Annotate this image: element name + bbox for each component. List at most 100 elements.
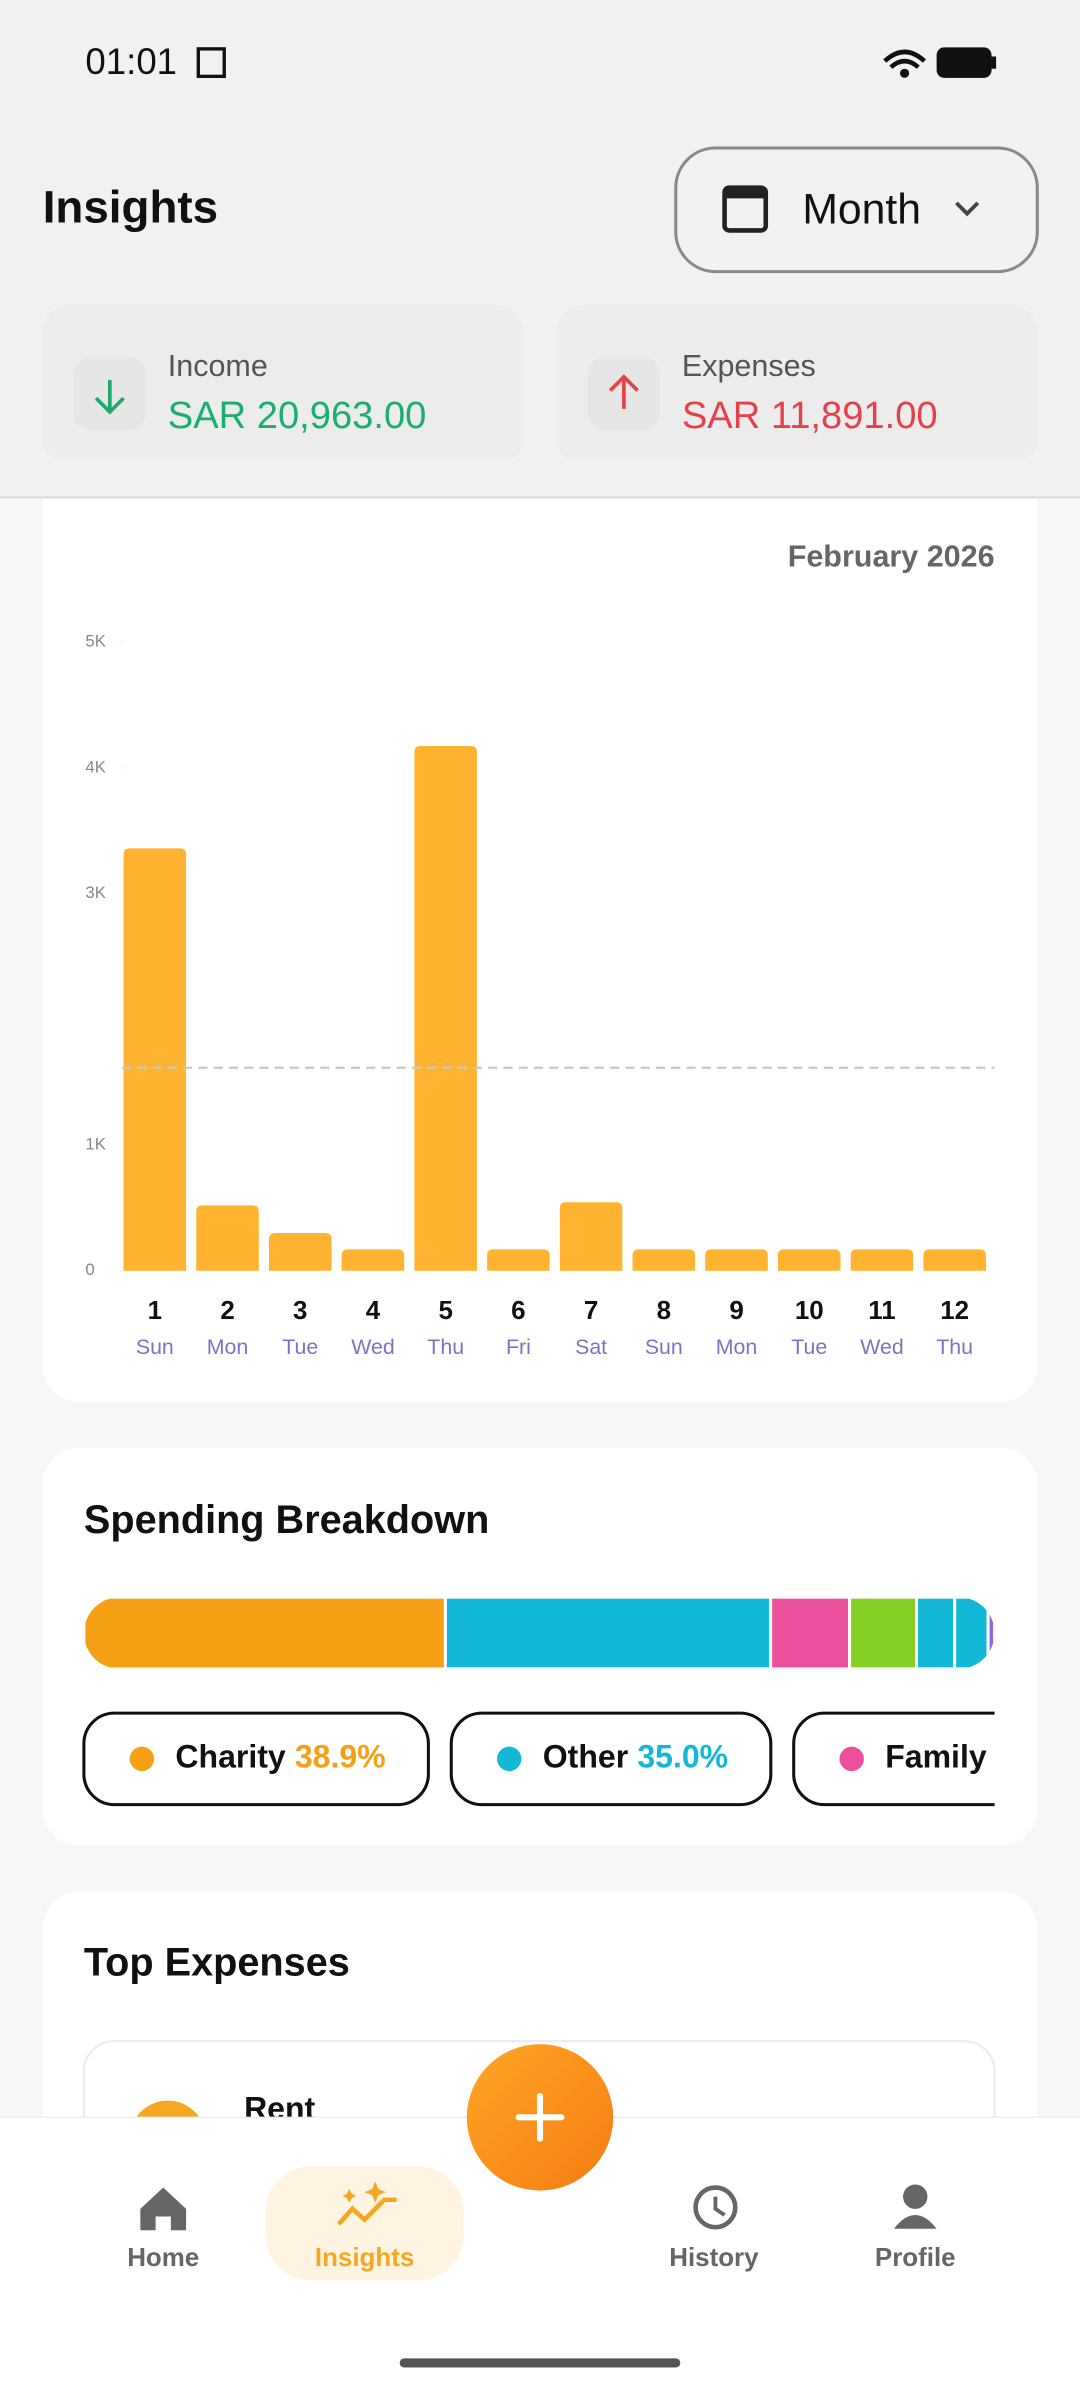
breakdown-segment <box>83 1597 447 1669</box>
breakdown-segment <box>848 1597 919 1669</box>
weekday-label: Fri <box>506 1335 531 1359</box>
home-indicator <box>399 2358 681 2368</box>
wifi-icon <box>883 49 926 69</box>
expenses-label: Expenses <box>682 349 816 383</box>
bar <box>923 1249 986 1271</box>
y-tick-label: 0 <box>85 1260 94 1279</box>
legend-pill[interactable]: Charity 38.9% <box>82 1711 430 1807</box>
bar <box>632 1249 696 1271</box>
y-tick-label: 3K <box>85 883 106 902</box>
expense-icon <box>136 2100 200 2118</box>
plus-icon <box>515 2092 565 2142</box>
legend-value: 35.0% <box>637 1738 728 1774</box>
x-tick-label: 1 <box>148 1297 162 1325</box>
bar <box>487 1249 550 1271</box>
bar-chart: 5K 4K 3K 1K 0 1 Sun 2 Mon 3 Tue 4 Wed 5 Thu 6 Fri 7 Sat 8 Su… <box>85 632 995 1359</box>
breakdown-segment <box>769 1597 852 1669</box>
weekday-label: Tue <box>791 1335 827 1359</box>
pill-border <box>792 1711 995 1807</box>
bar <box>850 1249 914 1271</box>
legend-name: Family <box>885 1738 987 1774</box>
calendar-icon-top <box>724 187 766 199</box>
bar <box>268 1233 332 1271</box>
weekday-label: Mon <box>207 1335 249 1359</box>
nav-label[interactable]: Home <box>127 2244 199 2272</box>
x-tick-label: 4 <box>366 1297 381 1325</box>
bar <box>341 1249 405 1271</box>
x-tick-label: 12 <box>940 1297 969 1325</box>
top-expenses-title: Top Expenses <box>84 1940 350 1984</box>
history-icon[interactable] <box>693 2185 738 2230</box>
y-tick-label: 1K <box>85 1134 106 1153</box>
weekday-label: Mon <box>716 1335 758 1359</box>
bar <box>705 1249 768 1271</box>
income-arrow <box>94 379 125 415</box>
chart-card <box>42 457 1038 1402</box>
x-tick-label: 9 <box>729 1297 743 1325</box>
bar <box>196 1205 259 1271</box>
x-tick-label: 3 <box>293 1297 307 1325</box>
chevron <box>955 201 980 217</box>
weekday-label: Thu <box>936 1335 973 1359</box>
y-tick-label: 4K <box>85 757 106 776</box>
x-tick-label: 5 <box>438 1297 452 1325</box>
wifi-dot <box>900 68 910 78</box>
legend-pill[interactable]: Other 35.0% <box>449 1711 773 1807</box>
legend-pill[interactable]: Family8.5% <box>792 1711 1080 1807</box>
x-tick-label: 2 <box>220 1297 234 1325</box>
expense-name: Rent <box>244 2091 315 2127</box>
expenses-arrow <box>608 374 639 409</box>
history-hands <box>713 2196 726 2217</box>
weekday-label: Sun <box>645 1335 683 1359</box>
x-tick-label: 11 <box>868 1297 895 1325</box>
x-tick-label: 6 <box>511 1297 525 1325</box>
status-icon <box>196 47 226 79</box>
pill-border <box>449 1711 773 1807</box>
breakdown-bar <box>83 1597 995 1669</box>
bar <box>414 745 477 1271</box>
x-tick-label: 7 <box>584 1297 598 1325</box>
breakdown-title: Spending Breakdown <box>84 1498 489 1542</box>
x-tick-label: 8 <box>657 1297 671 1325</box>
breakdown-segment <box>953 1597 990 1669</box>
legend-dot <box>839 1746 864 1772</box>
income-card <box>42 305 524 466</box>
legend-value: 38.9% <box>295 1738 386 1774</box>
battery-icon <box>936 47 992 78</box>
nav-label[interactable]: Insights <box>315 2244 414 2272</box>
weekday-label: Wed <box>860 1335 904 1359</box>
breakdown-segment <box>443 1597 773 1669</box>
page-title: Insights <box>43 182 218 233</box>
y-tick-label: 5K <box>85 632 106 651</box>
sparkle <box>342 2181 386 2203</box>
weekday-label: Sat <box>575 1335 607 1359</box>
expenses-amount: SAR 11,891.00 <box>682 394 938 437</box>
legend-name: Charity <box>175 1738 285 1774</box>
nav-active-bg <box>265 2166 464 2281</box>
battery-tip <box>991 56 997 69</box>
profile-body <box>893 2214 937 2229</box>
period-button[interactable] <box>674 146 1039 274</box>
breakdown-segment <box>914 1597 957 1669</box>
weekday-label: Thu <box>427 1335 464 1359</box>
weekday-label: Sun <box>136 1335 174 1359</box>
income-label: Income <box>168 349 268 383</box>
period-label[interactable]: Month <box>802 185 921 233</box>
legend-name: Other <box>543 1738 628 1774</box>
header-overlap <box>0 457 1080 498</box>
profile-icon[interactable] <box>903 2184 928 2209</box>
weekday-label: Wed <box>351 1335 395 1359</box>
income-amount: SAR 20,963.00 <box>168 394 427 437</box>
nav-label[interactable]: History <box>669 2244 759 2272</box>
nav-label[interactable]: Profile <box>875 2244 956 2272</box>
breakdown-segment <box>986 1597 995 1669</box>
status-time: 01:01 <box>85 41 177 82</box>
insights-icon[interactable] <box>336 2197 397 2226</box>
bar <box>777 1249 841 1271</box>
expenses-card <box>556 305 1038 466</box>
bar <box>123 848 187 1271</box>
weekday-label: Tue <box>282 1335 318 1359</box>
legend-dot <box>129 1746 155 1772</box>
